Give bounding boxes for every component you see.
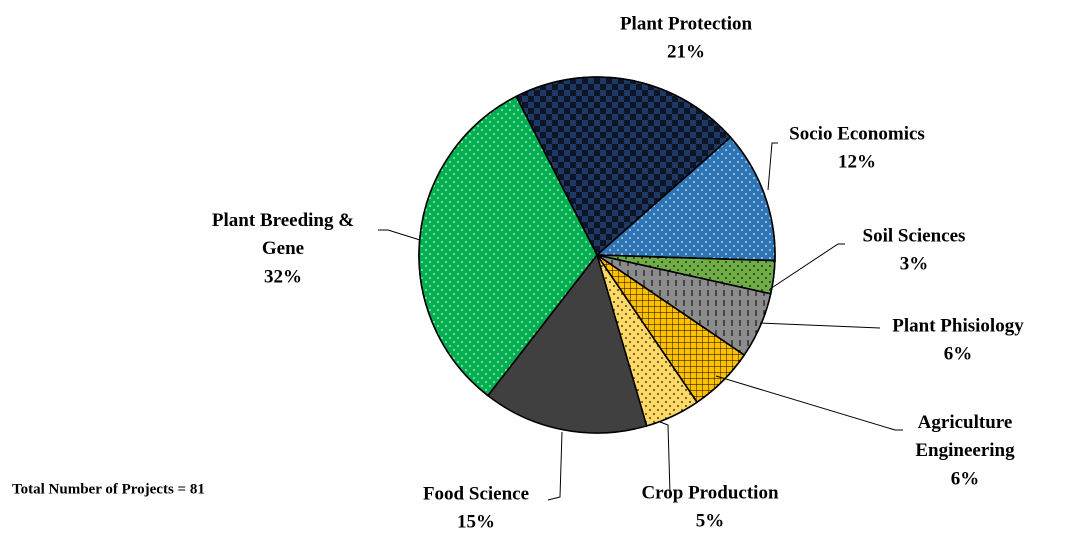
annotation: Total Number of Projects = 81 (12, 481, 205, 497)
slice (486, 253, 648, 434)
category-label: Plant Protection (620, 13, 753, 34)
category-label: Socio Economics (789, 123, 925, 144)
leader-line (659, 421, 671, 495)
value-label: 6% (944, 343, 973, 364)
leader-line (767, 142, 778, 191)
category-label: Crop Production (641, 482, 778, 503)
pie (418, 76, 776, 434)
value-label: 12% (838, 151, 876, 172)
category-label: Plant Breeding & Gene (212, 210, 354, 259)
value-label: 15% (457, 511, 495, 532)
value-label: 3% (900, 253, 929, 274)
value-label: 21% (667, 41, 705, 62)
category-label: Food Science (423, 483, 529, 504)
category-label: Plant Phisiology (892, 315, 1024, 336)
leader-line (769, 243, 845, 290)
category-label: Soil Sciences (863, 225, 966, 246)
slice-texture (595, 136, 776, 262)
leader-line (547, 431, 563, 501)
value-label: 5% (696, 510, 725, 531)
slice-texture (418, 95, 598, 397)
leader-line (759, 322, 881, 329)
category-label: Agriculture Engineering (915, 412, 1015, 461)
leader-line (715, 375, 903, 431)
value-label: 6% (951, 468, 980, 489)
leader-line (378, 229, 421, 241)
value-label: 32% (264, 266, 302, 287)
slice-texture (515, 76, 732, 257)
